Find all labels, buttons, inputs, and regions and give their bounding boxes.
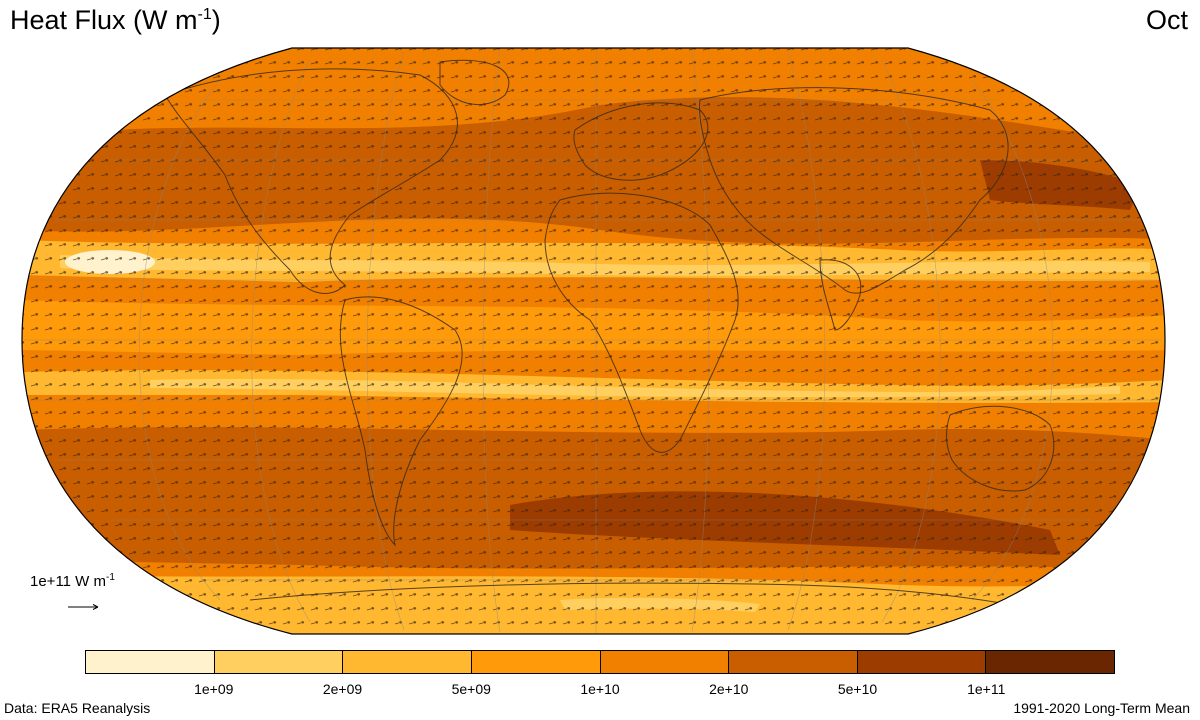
coastline-antarctica — [249, 582, 1041, 611]
month-label: Oct — [1145, 5, 1188, 35]
colorbar-swatch-1 — [86, 651, 215, 673]
map-boundary — [21, 47, 1166, 635]
coastline-south-america — [339, 296, 463, 547]
colorbar-tick-label: 1e+10 — [580, 681, 620, 697]
colorbar-tick-label: 2e+09 — [322, 681, 363, 697]
map-title-exponent: -1 — [197, 6, 212, 23]
data-source: Data: ERA5 Reanalysis — [4, 700, 151, 716]
colorbar-tick-label: 2e+10 — [709, 681, 749, 697]
map-title-close: ) — [211, 5, 221, 35]
coastlines — [164, 59, 1055, 611]
coastline-asia — [699, 87, 1009, 294]
coastline-north-america — [164, 68, 458, 294]
coastline-greenland — [439, 59, 510, 106]
colorbar — [85, 650, 1115, 674]
reference-vector-arrow-icon — [68, 604, 99, 610]
colorbar-tick-label: 1e+09 — [194, 681, 234, 697]
flux-vector-field — [22, 48, 1165, 634]
reference-vector-exponent: -1 — [106, 572, 115, 583]
coastline-australia — [946, 405, 1055, 492]
colorbar-swatch-4 — [471, 651, 601, 673]
colorbar-tick-label: 5e+10 — [837, 681, 878, 697]
data-period: 1991-2020 Long-Term Mean — [1013, 700, 1190, 716]
reference-vector-label: 1e+11 W m-1 — [30, 572, 115, 592]
coastline-africa — [544, 192, 739, 453]
colorbar-swatch-8 — [986, 651, 1114, 673]
colorbar-tick-label: 5e+09 — [451, 681, 491, 697]
map-title: Heat Flux (W m-1) — [10, 2, 221, 38]
map-title-text: Heat Flux (W m — [10, 5, 198, 35]
colorbar-swatch-6 — [729, 651, 858, 673]
colorbar-swatch-7 — [857, 651, 987, 673]
colorbar-tick-label: 1e+11 — [967, 681, 1006, 697]
graticule — [24, 48, 1162, 634]
colorbar-swatch-2 — [214, 651, 344, 673]
coastline-europe — [573, 102, 709, 181]
reference-vector-text: 1e+11 W m — [30, 573, 107, 590]
colorbar-swatch-5 — [600, 651, 730, 673]
coastline-india — [819, 259, 862, 331]
colorbar-swatch-3 — [343, 651, 472, 673]
